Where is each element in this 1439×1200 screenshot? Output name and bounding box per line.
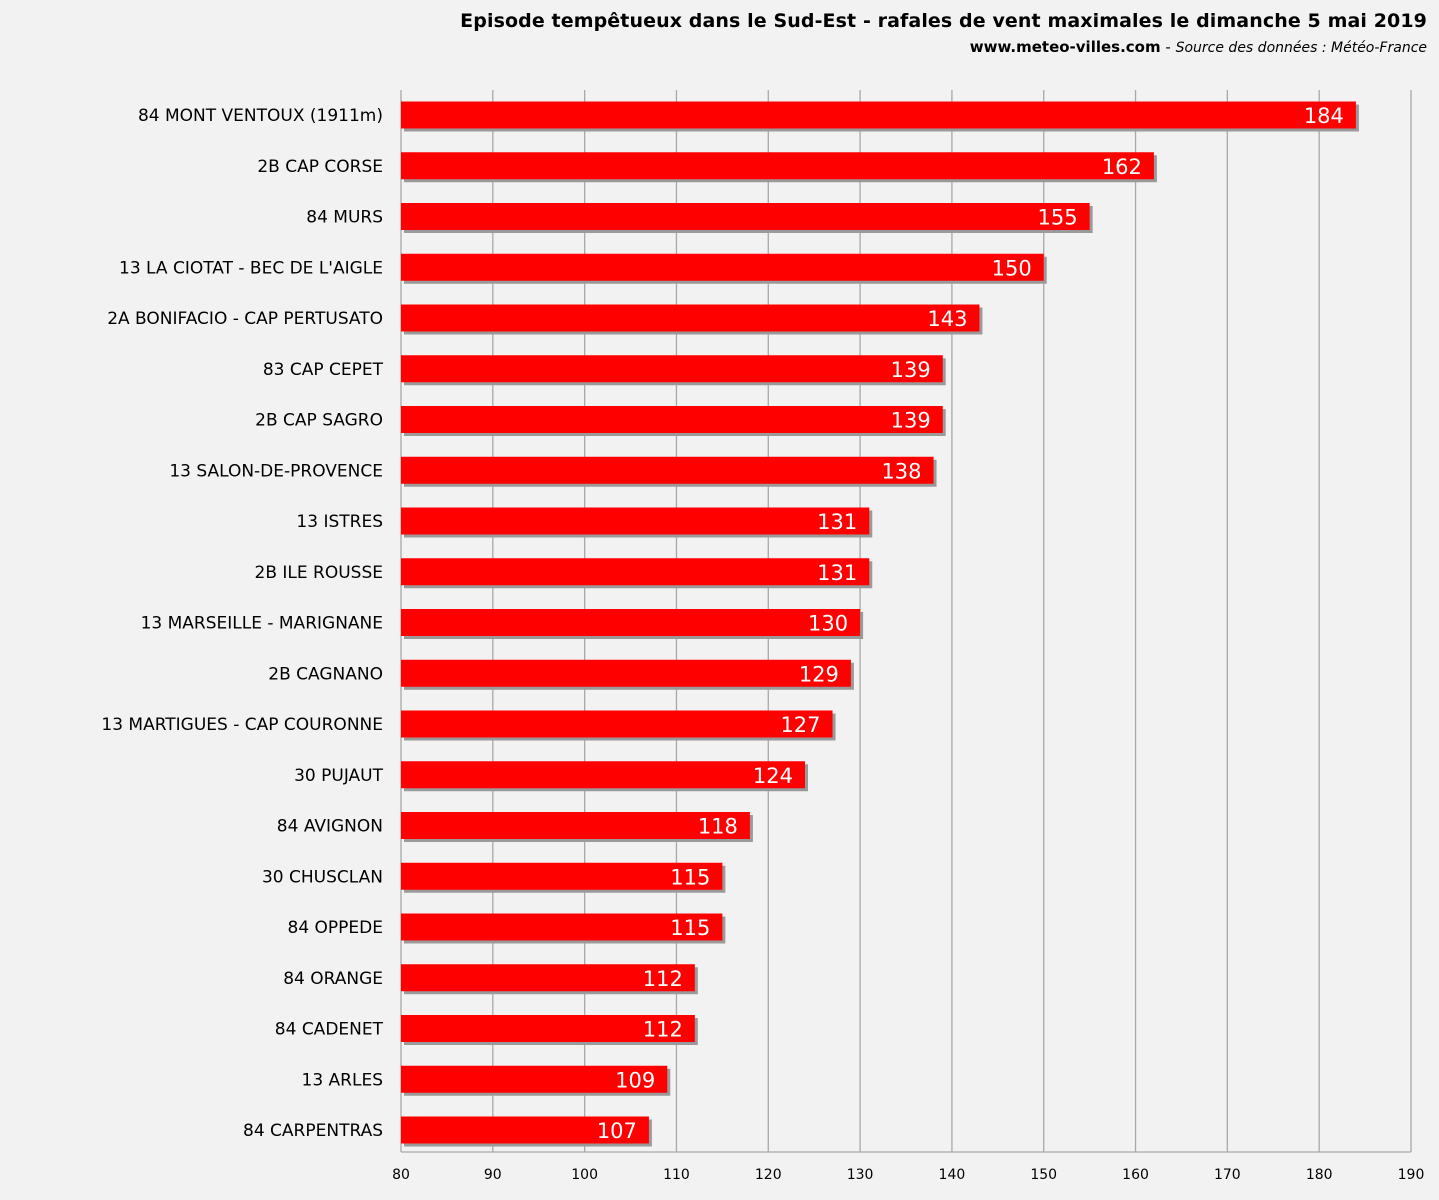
- x-tick-label: 140: [939, 1167, 966, 1183]
- x-tick-label: 130: [847, 1167, 874, 1183]
- category-label: 2B CAGNANO: [268, 664, 383, 684]
- bar-value-label: 139: [891, 358, 931, 382]
- bar: [401, 710, 833, 738]
- bar-value-label: 112: [643, 967, 683, 991]
- x-tick-label: 120: [755, 1167, 782, 1183]
- bar: [401, 355, 943, 383]
- x-tick-label: 80: [392, 1167, 410, 1183]
- bar: [401, 913, 723, 941]
- category-label: 30 PUJAUT: [294, 766, 384, 786]
- bar-value-label: 115: [670, 916, 710, 940]
- bar-value-label: 131: [817, 561, 857, 585]
- category-label: 84 ORANGE: [283, 969, 383, 989]
- category-label: 13 SALON-DE-PROVENCE: [169, 461, 383, 481]
- x-tick-label: 150: [1030, 1167, 1057, 1183]
- bar: [401, 1065, 668, 1093]
- bar: [401, 1015, 695, 1042]
- bar: [401, 558, 870, 586]
- bar: [401, 406, 943, 433]
- bar-value-label: 131: [817, 510, 857, 534]
- x-tick-label: 90: [484, 1167, 502, 1183]
- bar-value-label: 129: [799, 662, 839, 686]
- data-source: Source des données : Météo-France: [1175, 40, 1427, 56]
- x-tick-label: 160: [1122, 1167, 1149, 1183]
- bar-value-label: 127: [780, 713, 820, 737]
- bar: [401, 253, 1044, 281]
- bar: [401, 456, 934, 484]
- category-label: 83 CAP CEPET: [263, 360, 384, 380]
- subtitle-separator: -: [1165, 38, 1171, 56]
- category-label: 13 ISTRES: [296, 512, 383, 532]
- bar: [401, 964, 695, 992]
- chart-header: Episode tempêtueux dans le Sud-Est - raf…: [460, 10, 1427, 56]
- bar-value-label: 162: [1102, 155, 1142, 179]
- bar: [401, 304, 980, 332]
- bar: [401, 203, 1090, 230]
- bar-value-label: 112: [643, 1018, 683, 1042]
- chart-title: Episode tempêtueux dans le Sud-Est - raf…: [460, 10, 1427, 32]
- bar: [401, 507, 870, 535]
- x-tick-label: 110: [663, 1167, 690, 1183]
- category-label: 2B ILE ROUSSE: [255, 563, 383, 583]
- category-label: 13 LA CIOTAT - BEC DE L'AIGLE: [119, 258, 383, 278]
- bar: [401, 812, 750, 839]
- category-label: 13 MARTIGUES - CAP COURONNE: [101, 715, 383, 735]
- bar-value-label: 139: [891, 409, 931, 433]
- category-label: 84 CARPENTRAS: [243, 1121, 383, 1141]
- category-label: 2B CAP SAGRO: [255, 411, 383, 431]
- bar: [401, 659, 851, 687]
- category-label: 84 CADENET: [275, 1020, 384, 1040]
- bar: [401, 609, 861, 636]
- bar-value-label: 143: [927, 307, 967, 331]
- category-label: 2A BONIFACIO - CAP PERTUSATO: [107, 309, 383, 329]
- bar: [401, 101, 1356, 129]
- category-label: 84 AVIGNON: [277, 817, 383, 837]
- bar-value-label: 184: [1304, 104, 1344, 128]
- bar-value-label: 130: [808, 612, 848, 636]
- category-label: 84 OPPEDE: [288, 918, 384, 938]
- bar-value-label: 118: [698, 815, 738, 839]
- bar: [401, 152, 1154, 180]
- bar-value-label: 138: [881, 459, 921, 483]
- x-tick-label: 100: [571, 1167, 598, 1183]
- category-label: 84 MURS: [306, 208, 383, 228]
- chart-subtitle: www.meteo-villes.com - Source des donnée…: [460, 38, 1427, 56]
- x-tick-label: 190: [1398, 1167, 1425, 1183]
- bar-value-label: 115: [670, 865, 710, 889]
- category-label: 84 MONT VENTOUX (1911m): [138, 106, 383, 126]
- x-tick-label: 170: [1214, 1167, 1241, 1183]
- category-label: 30 CHUSCLAN: [262, 867, 383, 887]
- category-label: 13 MARSEILLE - MARIGNANE: [141, 614, 383, 634]
- bar-value-label: 124: [753, 764, 793, 788]
- site-name: www.meteo-villes.com: [969, 38, 1161, 56]
- bar-value-label: 107: [597, 1119, 637, 1143]
- x-tick-label: 180: [1306, 1167, 1333, 1183]
- bar: [401, 761, 805, 789]
- bar-value-label: 150: [992, 256, 1032, 280]
- bar: [401, 862, 723, 890]
- category-label: 2B CAP CORSE: [257, 157, 383, 177]
- bar-value-label: 109: [615, 1068, 655, 1092]
- bar-value-label: 155: [1038, 206, 1078, 230]
- category-label: 13 ARLES: [302, 1070, 383, 1090]
- bar: [401, 1116, 649, 1144]
